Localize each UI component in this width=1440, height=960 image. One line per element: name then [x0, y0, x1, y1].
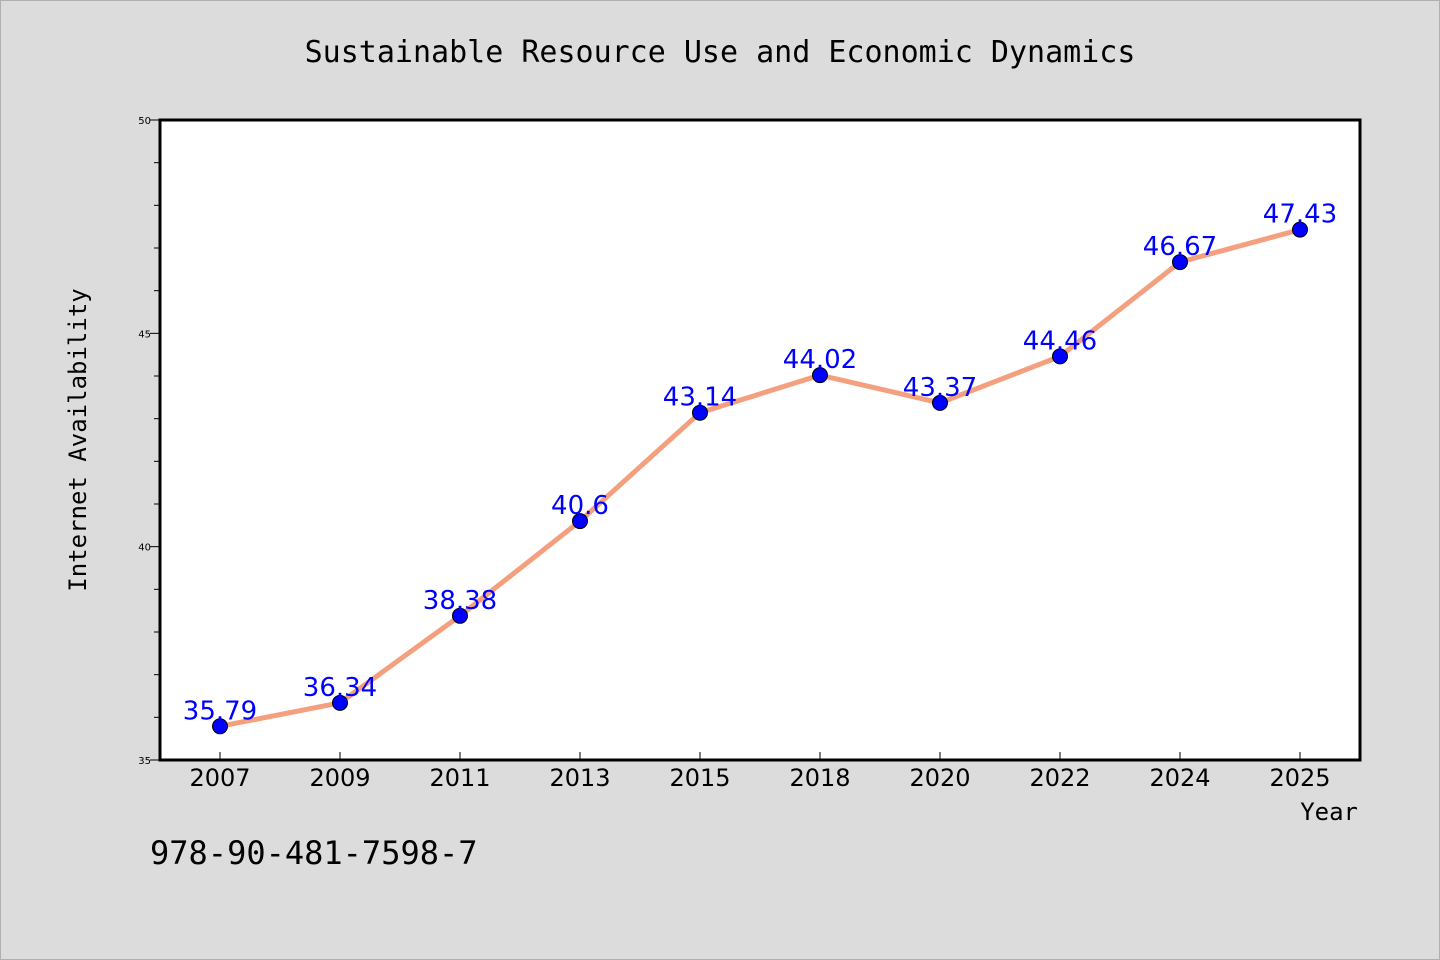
series-line: [217, 227, 1303, 729]
x-tick-label: 2018: [789, 764, 850, 792]
data-point: [572, 513, 588, 530]
data-label: 43.14: [663, 383, 737, 413]
x-tick-label: 2022: [1029, 764, 1090, 792]
x-tick-labels: 2007 2009 2011 2013 2015 2018 2020 2022 2024 2025: [189, 764, 1330, 792]
x-tick-label: 2025: [1269, 764, 1330, 792]
y-tick-labels: 35 40 45 50: [138, 116, 151, 767]
isbn-footer: 978-90-481-7598-7: [150, 834, 478, 872]
x-tick-label: 2024: [1149, 764, 1210, 792]
data-point: [812, 367, 828, 384]
data-point: [692, 404, 708, 421]
y-tick-label: 35: [138, 756, 151, 767]
plot-frame: [158, 118, 1362, 762]
data-label: 47.43: [1263, 200, 1337, 230]
x-tick-label: 2013: [549, 764, 610, 792]
data-point: [1052, 348, 1068, 365]
plot-area: [160, 120, 1360, 760]
y-tick-label: 50: [138, 116, 151, 127]
x-tick-label: 2009: [309, 764, 370, 792]
data-point: [212, 718, 228, 735]
x-tick-label: 2015: [669, 764, 730, 792]
data-label: 44.02: [783, 345, 857, 375]
data-point: [932, 394, 948, 411]
data-label: 40.6: [551, 491, 609, 521]
data-label: 43.37: [903, 373, 977, 403]
data-label: 35.79: [183, 696, 257, 726]
data-point: [1292, 221, 1308, 238]
data-point: [332, 694, 348, 711]
series-layer: 35.79 36.34 38.38 40.6 43.14 44.02 43.37 44.46 4…: [183, 200, 1337, 735]
data-label: 44.46: [1023, 326, 1097, 356]
y-axis-label: Internet Availability: [64, 288, 92, 591]
data-label: 46.67: [1143, 232, 1217, 262]
x-tick-label: 2011: [429, 764, 490, 792]
x-tick-label: 2020: [909, 764, 970, 792]
y-tick-label: 45: [138, 329, 151, 340]
data-point: [1172, 254, 1188, 271]
x-tick-label: 2007: [189, 764, 250, 792]
data-label: 36.34: [303, 673, 377, 703]
data-label: 38.38: [423, 586, 497, 616]
y-tick-label: 40: [138, 543, 151, 554]
x-axis-label: Year: [1300, 798, 1358, 826]
data-point: [452, 607, 468, 624]
chart-title: Sustainable Resource Use and Economic Dy…: [305, 35, 1136, 70]
